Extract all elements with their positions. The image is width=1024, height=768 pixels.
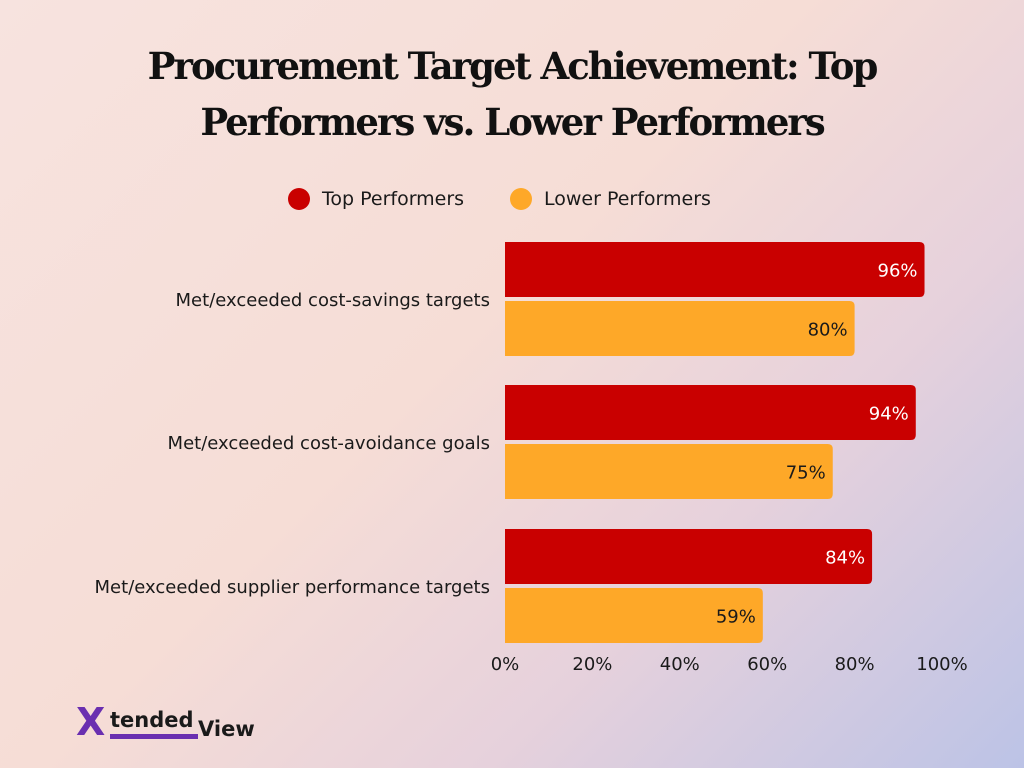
x-tick-label: 20%	[572, 654, 612, 675]
bar-top-performers	[505, 242, 925, 297]
legend-swatch-lower-performers	[510, 188, 532, 210]
logo-text-tended: tended	[110, 708, 194, 732]
data-label: 84%	[825, 548, 865, 569]
chart-title: Procurement Target Achievement: Top Perf…	[147, 44, 879, 144]
x-tick-label: 60%	[747, 654, 787, 675]
legend-label-lower-performers: Lower Performers	[544, 188, 711, 210]
x-tick-label: 100%	[916, 654, 967, 675]
legend: Top Performers Lower Performers	[0, 188, 1024, 218]
bar-top-performers	[505, 529, 873, 584]
x-tick-label: 0%	[491, 654, 520, 675]
x-tick-label: 40%	[660, 654, 700, 675]
data-label: 59%	[716, 607, 756, 628]
legend-swatch-top-performers	[288, 188, 310, 210]
data-label: 94%	[869, 404, 909, 425]
brand-logo: X tended View	[76, 700, 276, 746]
bar-lower-performers	[505, 444, 833, 499]
category-label: Met/exceeded cost-avoidance goals	[168, 433, 490, 454]
x-tick-label: 80%	[835, 654, 875, 675]
data-label: 75%	[786, 463, 826, 484]
category-label: Met/exceeded cost-savings targets	[176, 290, 490, 311]
logo-underline	[110, 734, 198, 739]
data-label: 80%	[808, 320, 848, 341]
legend-item-lower-performers: Lower Performers	[510, 188, 711, 210]
bar-top-performers	[505, 385, 916, 440]
logo-x-mark: X	[76, 700, 106, 744]
bar-lower-performers	[505, 588, 763, 643]
category-label: Met/exceeded supplier performance target…	[95, 577, 490, 598]
legend-item-top-performers: Top Performers	[288, 188, 464, 210]
legend-label-top-performers: Top Performers	[322, 188, 465, 210]
data-label: 96%	[878, 261, 918, 282]
logo-text-view: View	[198, 717, 255, 741]
bar-lower-performers	[505, 301, 855, 356]
